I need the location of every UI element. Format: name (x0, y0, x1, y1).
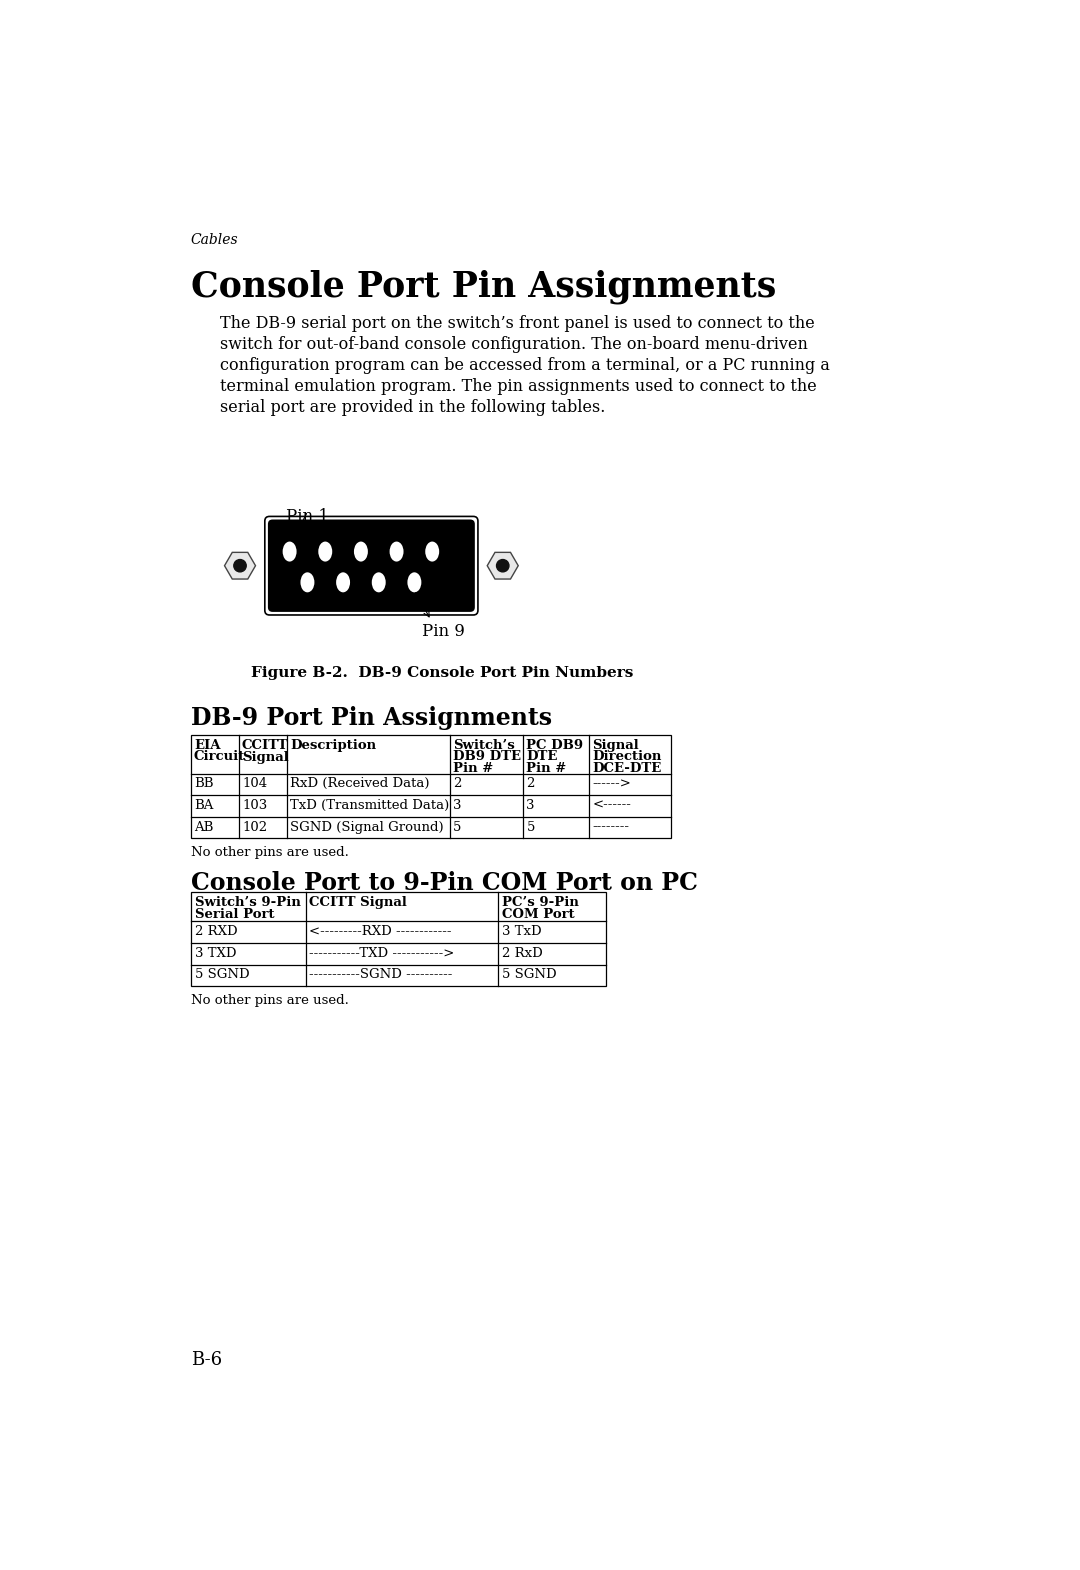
Ellipse shape (319, 542, 333, 562)
Text: 103: 103 (242, 799, 267, 812)
Text: CCITT Signal: CCITT Signal (309, 896, 407, 909)
Text: AB: AB (194, 821, 213, 834)
Ellipse shape (390, 542, 404, 562)
FancyBboxPatch shape (268, 520, 475, 612)
Text: 2 RXD: 2 RXD (194, 925, 238, 939)
Text: DB9 DTE: DB9 DTE (453, 750, 521, 763)
Circle shape (497, 559, 509, 571)
Text: 5 SGND: 5 SGND (501, 969, 556, 981)
Text: Description: Description (291, 739, 376, 752)
Text: 3: 3 (526, 799, 535, 812)
Text: 102: 102 (242, 821, 267, 834)
Text: 104: 104 (242, 777, 267, 790)
Ellipse shape (372, 573, 386, 592)
Text: <------: <------ (592, 799, 631, 812)
Text: Figure B-2.  DB-9 Console Port Pin Numbers: Figure B-2. DB-9 Console Port Pin Number… (252, 666, 634, 680)
Text: --------: -------- (592, 821, 630, 834)
Text: 3 TXD: 3 TXD (194, 947, 237, 959)
Text: Console Port Pin Assignments: Console Port Pin Assignments (191, 268, 777, 303)
Text: 2: 2 (453, 777, 461, 790)
Text: BB: BB (194, 777, 214, 790)
Circle shape (233, 559, 246, 571)
Text: TxD (Transmitted Data): TxD (Transmitted Data) (291, 799, 449, 812)
Text: Cables: Cables (191, 232, 239, 246)
FancyBboxPatch shape (265, 517, 478, 615)
Ellipse shape (300, 573, 314, 592)
Text: -----------SGND ----------: -----------SGND ---------- (309, 969, 453, 981)
Text: configuration program can be accessed from a terminal, or a PC running a: configuration program can be accessed fr… (220, 356, 831, 374)
Text: Circuit: Circuit (194, 750, 245, 763)
Text: Direction: Direction (592, 750, 662, 763)
Text: 5: 5 (526, 821, 535, 834)
Text: Pin #: Pin # (453, 761, 492, 776)
Text: ------>: ------> (592, 777, 631, 790)
Text: Console Port to 9-Pin COM Port on PC: Console Port to 9-Pin COM Port on PC (191, 871, 698, 895)
Text: Pin #: Pin # (526, 761, 567, 776)
Ellipse shape (426, 542, 440, 562)
Text: CCITT: CCITT (242, 739, 288, 752)
Text: BA: BA (194, 799, 213, 812)
Ellipse shape (283, 542, 297, 562)
Text: No other pins are used.: No other pins are used. (191, 994, 349, 1006)
Bar (191, 735, 671, 838)
Text: switch for out-of-band console configuration. The on-board menu-driven: switch for out-of-band console configura… (220, 336, 808, 353)
Text: SGND (Signal Ground): SGND (Signal Ground) (291, 821, 444, 834)
Text: <---------RXD ------------: <---------RXD ------------ (309, 925, 451, 939)
Ellipse shape (336, 573, 350, 592)
Text: Signal: Signal (592, 739, 639, 752)
Text: Signal: Signal (242, 750, 288, 763)
Text: 5 SGND: 5 SGND (194, 969, 249, 981)
Text: PC DB9: PC DB9 (526, 739, 583, 752)
Text: DB-9 Port Pin Assignments: DB-9 Port Pin Assignments (191, 706, 552, 730)
Text: No other pins are used.: No other pins are used. (191, 846, 349, 859)
Text: DTE: DTE (526, 750, 557, 763)
Text: -----------TXD ----------->: -----------TXD -----------> (309, 947, 455, 959)
Text: 2 RxD: 2 RxD (501, 947, 542, 959)
Text: Switch’s 9-Pin: Switch’s 9-Pin (194, 896, 300, 909)
Text: 5: 5 (453, 821, 461, 834)
Text: Pin 9: Pin 9 (422, 623, 464, 641)
Text: Serial Port: Serial Port (194, 909, 274, 922)
Text: Pin 1: Pin 1 (286, 509, 329, 524)
Bar (191, 892, 606, 986)
Text: 3: 3 (453, 799, 461, 812)
Text: 2: 2 (526, 777, 535, 790)
Text: terminal emulation program. The pin assignments used to connect to the: terminal emulation program. The pin assi… (220, 378, 816, 394)
Ellipse shape (354, 542, 368, 562)
Text: B-6: B-6 (191, 1352, 221, 1369)
Text: DCE-DTE: DCE-DTE (592, 761, 661, 776)
Text: 3 TxD: 3 TxD (501, 925, 541, 939)
Text: COM Port: COM Port (501, 909, 575, 922)
Text: serial port are provided in the following tables.: serial port are provided in the followin… (220, 399, 606, 416)
Ellipse shape (407, 573, 421, 592)
Text: RxD (Received Data): RxD (Received Data) (291, 777, 430, 790)
Text: Switch’s: Switch’s (453, 739, 514, 752)
Text: EIA: EIA (194, 739, 220, 752)
Text: The DB-9 serial port on the switch’s front panel is used to connect to the: The DB-9 serial port on the switch’s fro… (220, 316, 815, 333)
Text: PC’s 9-Pin: PC’s 9-Pin (501, 896, 579, 909)
